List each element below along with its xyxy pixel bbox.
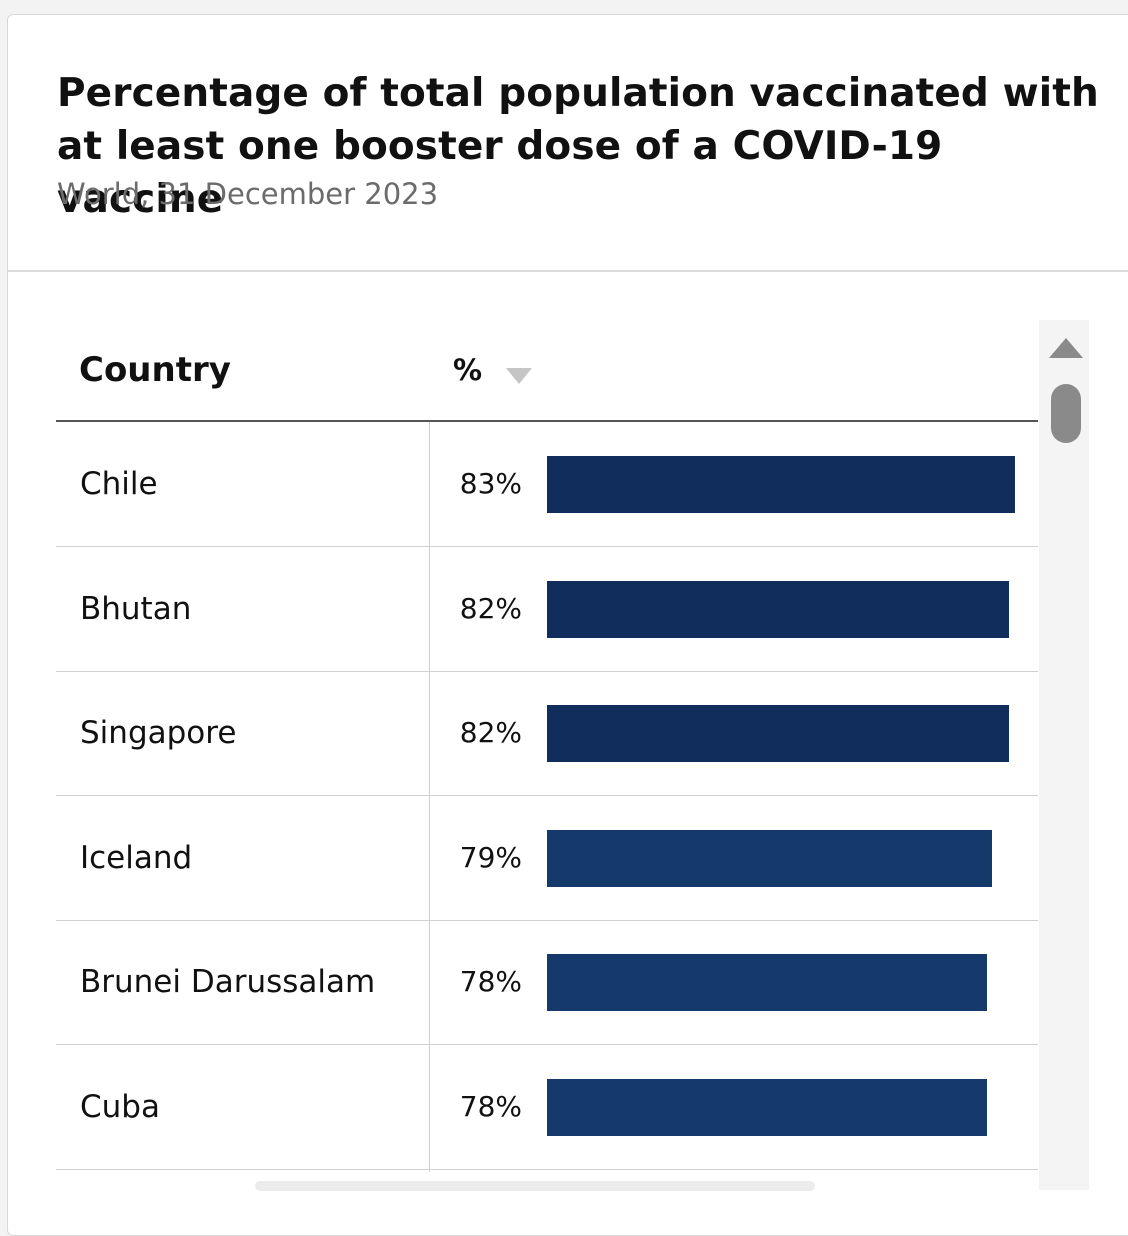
value-label: 79% xyxy=(459,840,522,874)
value-label: 82% xyxy=(459,591,522,625)
country-cell: Iceland xyxy=(80,839,193,876)
chart-title: Percentage of total population vaccinate… xyxy=(57,71,1099,222)
bar xyxy=(547,456,1015,513)
table-row[interactable]: Cuba 78% xyxy=(56,1045,1038,1170)
bar xyxy=(547,705,1010,762)
column-header-percent[interactable]: % xyxy=(453,353,483,387)
bar xyxy=(547,1078,987,1136)
bar xyxy=(547,954,987,1011)
sort-descending-icon[interactable] xyxy=(506,368,532,384)
country-cell: Bhutan xyxy=(80,590,192,627)
table-row[interactable]: Bhutan 82% xyxy=(56,547,1038,672)
country-cell: Cuba xyxy=(80,1088,160,1125)
country-cell: Chile xyxy=(80,466,158,502)
value-label: 83% xyxy=(459,467,522,500)
header-divider xyxy=(8,270,1128,272)
card-bottom-edge xyxy=(255,1181,815,1191)
value-label: 82% xyxy=(459,716,522,749)
table-row[interactable]: Singapore 82% xyxy=(56,671,1038,796)
table-row[interactable]: Chile 83% xyxy=(56,422,1038,547)
column-divider xyxy=(429,422,430,1172)
value-label: 78% xyxy=(459,1089,522,1123)
bar xyxy=(547,829,993,887)
table-header-rule xyxy=(56,420,1038,422)
column-header-country[interactable]: Country xyxy=(79,350,231,390)
scroll-up-arrow-icon[interactable] xyxy=(1049,338,1083,358)
country-cell: Singapore xyxy=(80,715,237,751)
value-label: 78% xyxy=(459,965,522,998)
scrollbar[interactable] xyxy=(1039,320,1089,1190)
scrollbar-thumb[interactable] xyxy=(1051,384,1081,443)
bar xyxy=(547,580,1010,638)
table-row[interactable]: Brunei Darussalam 78% xyxy=(56,920,1038,1045)
country-cell: Brunei Darussalam xyxy=(80,964,376,1000)
chart-card: Percentage of total population vaccinate… xyxy=(7,14,1128,1236)
chart-subtitle: World, 31 December 2023 xyxy=(57,177,439,211)
table-row[interactable]: Iceland 79% xyxy=(56,796,1038,921)
